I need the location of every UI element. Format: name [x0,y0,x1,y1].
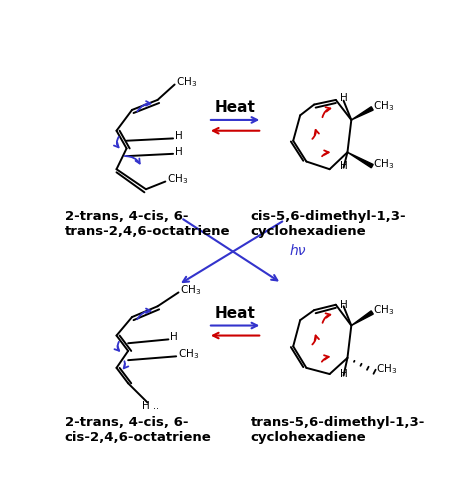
Polygon shape [351,311,373,325]
Text: CH$_3$: CH$_3$ [376,362,397,376]
Text: H: H [142,401,150,411]
Text: CH$_3$: CH$_3$ [178,347,199,361]
Text: H: H [340,93,347,103]
Text: H: H [175,147,183,157]
Text: ..: .. [153,401,159,411]
Text: H: H [340,300,347,310]
Text: 2-trans, 4-cis, 6-
trans-2,4,6-octatriene: 2-trans, 4-cis, 6- trans-2,4,6-octatrien… [64,210,230,238]
Text: CH$_3$: CH$_3$ [176,75,198,89]
Text: CH$_3$: CH$_3$ [373,99,394,113]
Text: Heat: Heat [215,306,255,321]
Text: H: H [175,131,183,141]
Text: H: H [340,369,347,379]
Text: Heat: Heat [215,100,255,115]
Text: H: H [340,161,347,171]
Text: CH$_3$: CH$_3$ [373,303,394,317]
Text: CH$_3$: CH$_3$ [167,172,188,186]
Polygon shape [347,152,373,168]
Text: hν: hν [290,244,306,258]
Text: H: H [170,332,178,342]
Polygon shape [351,107,373,120]
Text: CH$_3$: CH$_3$ [180,283,201,297]
Text: 2-trans, 4-cis, 6-
cis-2,4,6-octatriene: 2-trans, 4-cis, 6- cis-2,4,6-octatriene [64,416,212,444]
Text: cis-5,6-dimethyl-1,3-
cyclohexadiene: cis-5,6-dimethyl-1,3- cyclohexadiene [251,210,406,238]
Text: trans-5,6-dimethyl-1,3-
cyclohexadiene: trans-5,6-dimethyl-1,3- cyclohexadiene [251,416,425,444]
Text: CH$_3$: CH$_3$ [373,157,394,171]
